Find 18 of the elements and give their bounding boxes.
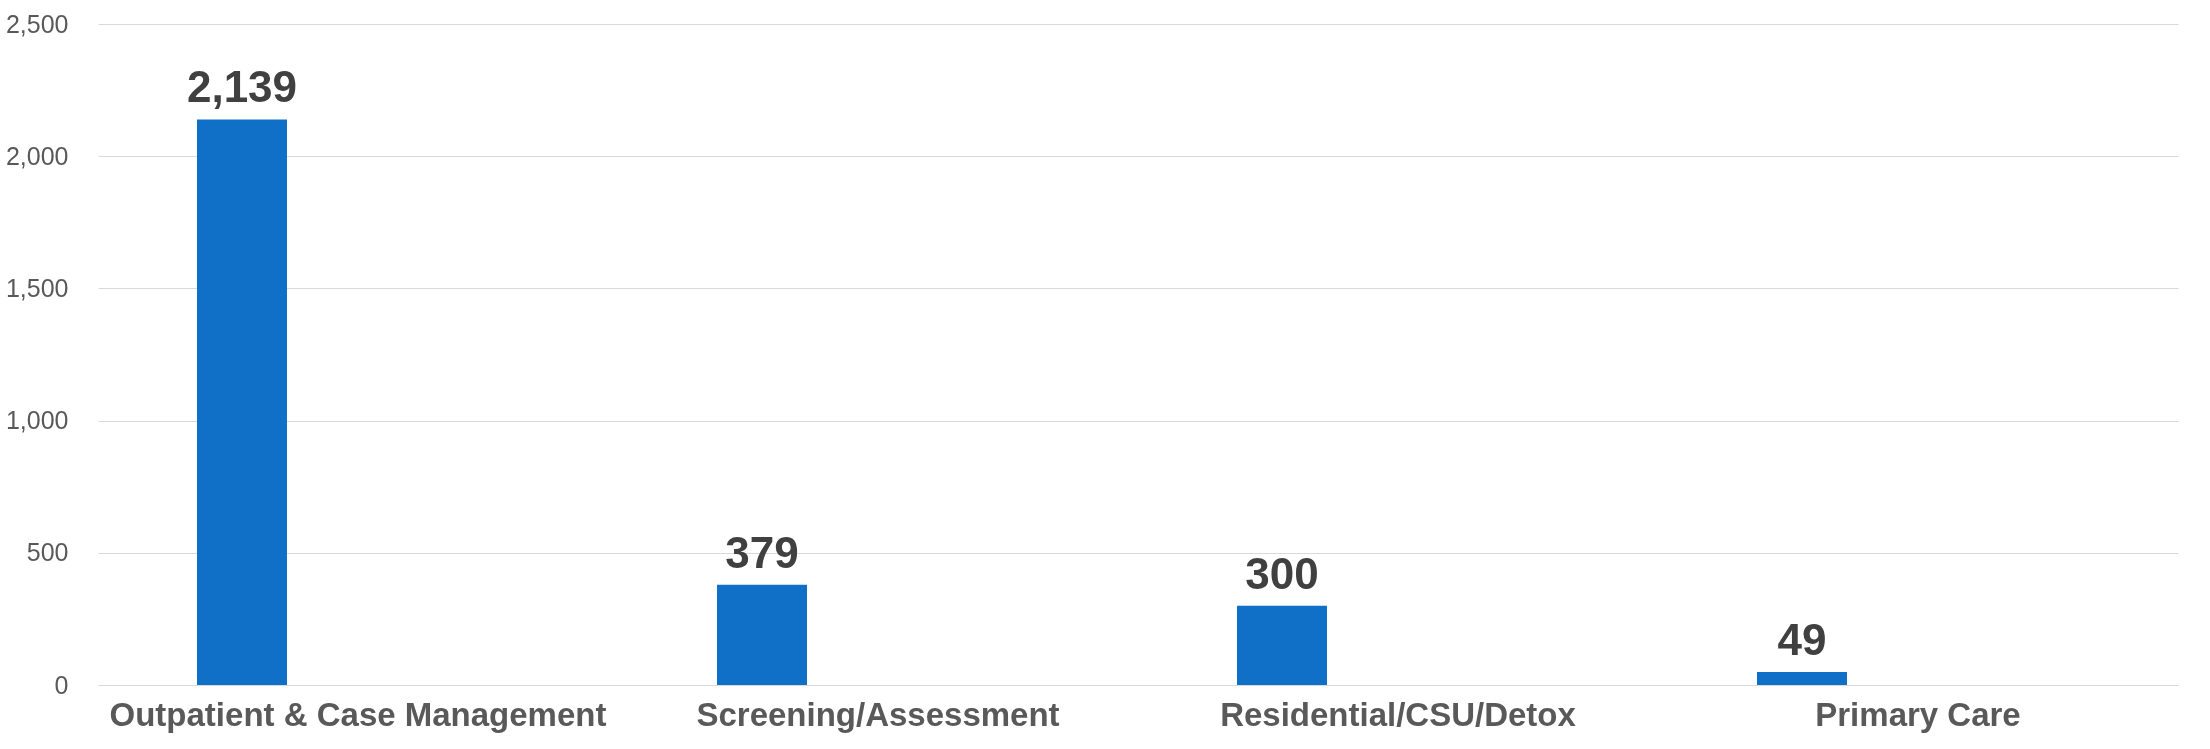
bar — [1237, 605, 1327, 685]
y-tick-label: 2,000 — [5, 141, 69, 170]
data-label: 49 — [1777, 615, 1827, 665]
data-label: 300 — [1245, 548, 1319, 598]
x-tick-label: Screening/Assessment — [696, 695, 1060, 733]
y-tick-label: 500 — [26, 538, 69, 567]
bar — [197, 119, 287, 685]
bar — [717, 584, 807, 685]
y-tick-label: 2,500 — [5, 9, 69, 38]
y-tick-label: 1,500 — [5, 273, 69, 302]
y-tick-label: 1,000 — [5, 406, 69, 435]
data-label: 379 — [725, 527, 799, 577]
x-tick-label: Outpatient & Case Management — [109, 695, 607, 733]
x-tick-label: Residential/CSU/Detox — [1220, 695, 1577, 733]
data-label: 2,139 — [186, 62, 298, 112]
x-tick-label: Primary Care — [1815, 695, 2021, 733]
bar — [1757, 672, 1847, 685]
y-tick-label: 0 — [54, 670, 69, 699]
